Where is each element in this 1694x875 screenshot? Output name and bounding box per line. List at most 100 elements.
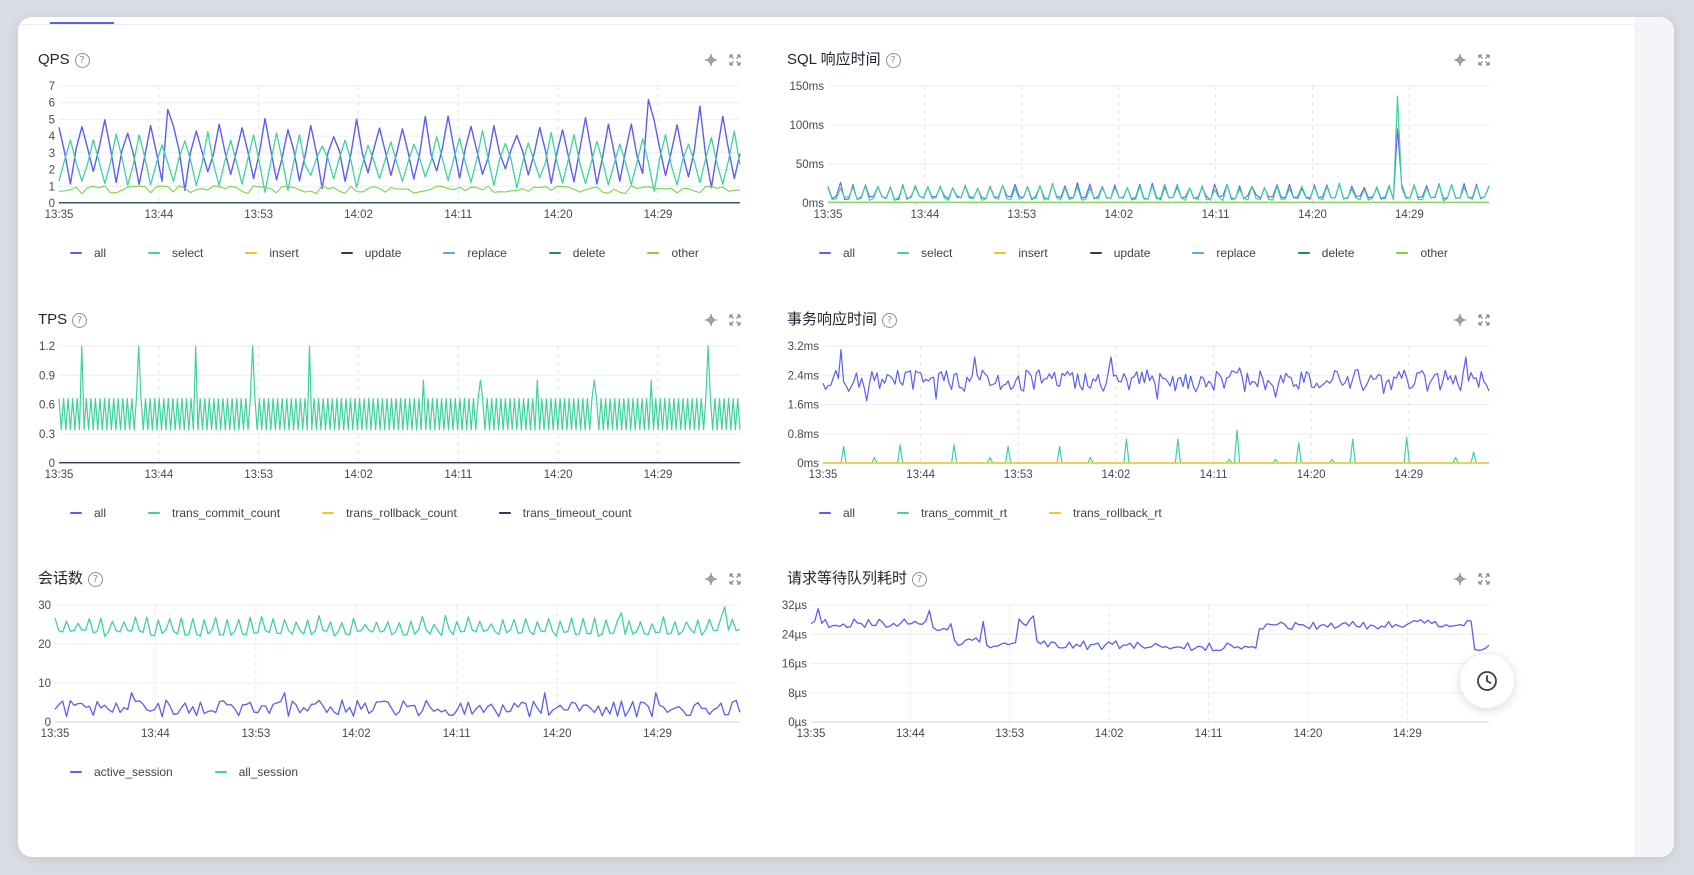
legend-swatch: [1089, 252, 1102, 254]
x-tick-label: 14:20: [1297, 469, 1326, 481]
series-line-all[interactable]: [58, 98, 741, 192]
x-tick-label: 14:29: [644, 469, 673, 481]
history-button[interactable]: [1460, 654, 1514, 708]
y-tick-label: 10: [38, 678, 51, 690]
question-circle-icon[interactable]: ?: [74, 52, 90, 68]
legend-label: insert: [1018, 246, 1048, 260]
legend-swatch: [819, 512, 831, 514]
legend-item[interactable]: trans_timeout_count: [498, 506, 632, 520]
legend-item[interactable]: insert: [994, 246, 1048, 260]
line-chart[interactable]: 0 10 20 30 13:35 13:44 13:53 14:02 14:11 14:20 14:…: [36, 595, 748, 757]
y-tick-label: 0: [45, 717, 51, 729]
series-line-trans_commit_count[interactable]: [58, 345, 741, 431]
series-line-select[interactable]: [827, 95, 1490, 202]
legend-item[interactable]: trans_commit_count: [148, 506, 280, 520]
legend-item[interactable]: all: [70, 506, 106, 520]
x-tick-label: 13:53: [244, 469, 273, 481]
series-line-all_session[interactable]: [54, 606, 741, 637]
crosshair-icon[interactable]: [703, 52, 719, 68]
legend-item[interactable]: other: [647, 246, 699, 260]
legend-label: select: [172, 246, 204, 260]
legend-swatch: [443, 252, 456, 254]
line-chart[interactable]: 0 0.3 0.6 0.9 1.2 13:35 13:44 13:53 14:02 14:11 14…: [36, 336, 748, 498]
fullscreen-icon[interactable]: [727, 312, 743, 328]
legend-swatch: [548, 252, 561, 254]
fullscreen-icon[interactable]: [727, 52, 743, 68]
panel-queue-wait-time: 请求等待队列耗时? 0µs 8µs 16µs 24µs 32µs 13:35 13:44 13:…: [782, 569, 1497, 789]
legend-item[interactable]: update: [1089, 246, 1150, 260]
y-tick-label: 1.2: [39, 341, 55, 353]
question-circle-icon[interactable]: ?: [912, 571, 928, 587]
legend-label: other: [671, 246, 699, 260]
legend-swatch: [148, 252, 161, 254]
line-chart[interactable]: 0µs 8µs 16µs 24µs 32µs 13:35 13:44 13:53 14:02 14…: [782, 595, 1497, 757]
x-tick-label: 14:02: [1102, 469, 1131, 481]
legend-item[interactable]: all: [819, 246, 855, 260]
x-tick-label: 14:20: [1294, 728, 1323, 740]
series-line-trans_commit_rt[interactable]: [823, 429, 1489, 464]
x-tick-label: 13:44: [144, 469, 173, 481]
fullscreen-icon[interactable]: [1476, 571, 1492, 587]
question-circle-icon[interactable]: ?: [88, 571, 104, 587]
legend-item[interactable]: select: [148, 246, 203, 260]
series-line-select[interactable]: [58, 129, 741, 193]
x-tick-label: 13:35: [809, 469, 838, 481]
legend-item[interactable]: delete: [548, 246, 605, 260]
y-tick-label: 7: [49, 81, 55, 93]
fullscreen-icon[interactable]: [1476, 52, 1492, 68]
legend-label: all: [843, 246, 856, 260]
series-line-all[interactable]: [822, 349, 1490, 402]
line-chart[interactable]: 0 1 2 3 4 5 6 7 13:35 13:44 13:53 14:02 14:11 14:20 14…: [36, 76, 748, 238]
line-chart[interactable]: 0ms 0.8ms 1.6ms 2.4ms 3.2ms 13:35 13:44 13:53 14…: [785, 336, 1497, 498]
panel-transaction-response-time: 事务响应时间? 0ms 0.8ms 1.6ms 2.4ms 3.2ms 13:35 13:44…: [785, 310, 1497, 530]
legend-item[interactable]: insert: [245, 246, 299, 260]
legend-item[interactable]: all: [70, 246, 106, 260]
line-chart[interactable]: 0ms 50ms 100ms 150ms 13:35 13:44 13:53 14:02 14:…: [785, 76, 1497, 238]
legend-label: select: [921, 246, 953, 260]
x-tick-label: 14:02: [344, 469, 373, 481]
crosshair-icon[interactable]: [1452, 52, 1468, 68]
y-tick-label: 0: [49, 458, 55, 470]
series-line-active_session[interactable]: [54, 692, 741, 718]
legend-item[interactable]: update: [340, 246, 402, 260]
x-tick-label: 13:44: [896, 728, 925, 740]
panel-tps: TPS? 0 0.3 0.6 0.9 1.2 13:35 13:44 13:53 14:02 14:…: [36, 310, 748, 530]
legend-swatch: [1297, 252, 1310, 254]
y-tick-label: 2.4ms: [788, 370, 820, 382]
legend-swatch: [148, 512, 161, 514]
crosshair-icon[interactable]: [1452, 571, 1468, 587]
x-tick-label: 14:20: [544, 469, 573, 481]
fullscreen-icon[interactable]: [1476, 312, 1492, 328]
legend-label: trans_timeout_count: [522, 506, 632, 520]
legend-item[interactable]: trans_rollback_rt: [1049, 506, 1162, 520]
legend-item[interactable]: all: [819, 506, 855, 520]
question-circle-icon[interactable]: ?: [72, 312, 88, 328]
legend-item[interactable]: select: [897, 246, 952, 260]
crosshair-icon[interactable]: [703, 571, 719, 587]
legend-item[interactable]: trans_rollback_count: [322, 506, 457, 520]
crosshair-icon[interactable]: [1452, 312, 1468, 328]
chart-legend: all trans_commit_rt trans_rollback_rt: [819, 506, 1204, 520]
legend-item[interactable]: trans_commit_rt: [897, 506, 1007, 520]
crosshair-icon[interactable]: [703, 312, 719, 328]
series-line-value[interactable]: [810, 608, 1490, 652]
legend-swatch: [994, 252, 1007, 254]
y-tick-label: 0ms: [802, 198, 824, 210]
legend-item[interactable]: replace: [443, 246, 507, 260]
y-tick-label: 24µs: [782, 629, 807, 641]
legend-item[interactable]: all_session: [214, 765, 298, 779]
question-circle-icon[interactable]: ?: [885, 52, 901, 68]
legend-label: all: [843, 506, 856, 520]
legend-label: update: [364, 246, 402, 260]
active-tab-indicator: [50, 22, 114, 25]
fullscreen-icon[interactable]: [727, 571, 743, 587]
x-tick-label: 14:02: [344, 209, 373, 221]
legend-item[interactable]: active_session: [70, 765, 173, 779]
legend-item[interactable]: replace: [1192, 246, 1256, 260]
legend-swatch: [819, 252, 831, 254]
legend-item[interactable]: delete: [1297, 246, 1354, 260]
legend-item[interactable]: other: [1396, 246, 1448, 260]
question-circle-icon[interactable]: ?: [882, 312, 898, 328]
x-tick-label: 13:35: [41, 728, 70, 740]
series-line-other[interactable]: [58, 184, 741, 195]
